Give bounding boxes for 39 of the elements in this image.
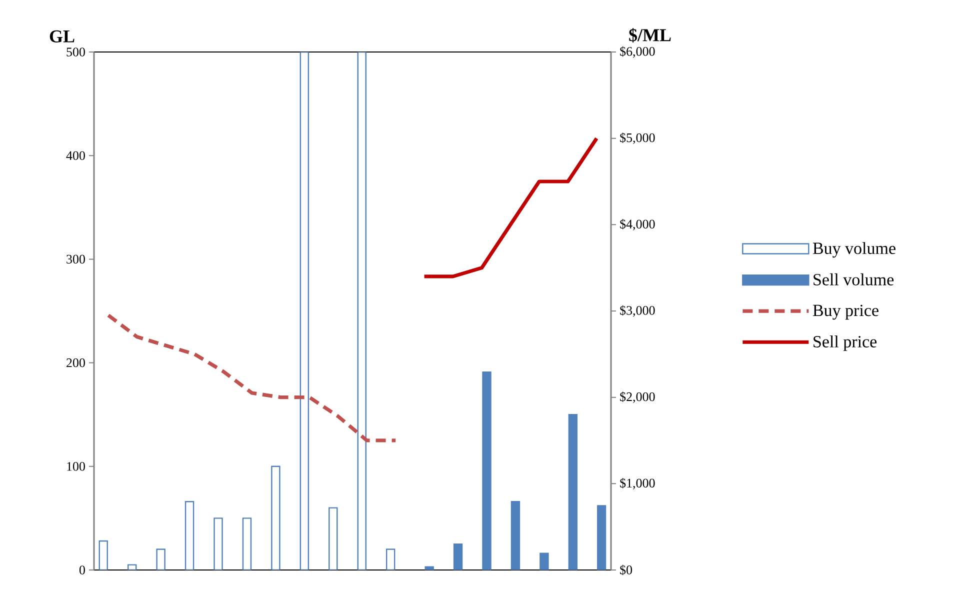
y-tick-label: 500	[66, 48, 85, 56]
y-tick-label: 300	[66, 254, 85, 264]
bar	[424, 566, 434, 570]
y2-tick-label: $6,000	[620, 46, 655, 58]
bar	[540, 552, 549, 570]
bar	[300, 52, 310, 570]
legend-label: Buy volume	[812, 242, 896, 258]
y2-tick-label: $5,000	[620, 132, 655, 144]
legend-label: Buy price	[812, 304, 878, 320]
bar	[214, 518, 223, 570]
legend-label: Sell volume	[814, 273, 894, 286]
y2-axis-title: $/ML	[629, 28, 671, 42]
bar	[482, 372, 492, 570]
line-series	[422, 136, 598, 278]
bar	[271, 466, 280, 570]
bar	[98, 540, 108, 570]
bar	[386, 548, 396, 570]
y2-tick-label: $3,000	[620, 305, 655, 317]
y2-tick-label: $4,000	[620, 218, 655, 230]
bar	[568, 414, 578, 570]
bar	[597, 505, 606, 570]
y-tick-label: 200	[66, 358, 85, 368]
bar	[328, 507, 338, 570]
y2-tick-label: $2,000	[620, 392, 655, 404]
bar	[357, 52, 366, 570]
bar	[242, 518, 252, 570]
y2-tick-label: $1,000	[620, 478, 655, 490]
line-series	[106, 314, 398, 442]
bar	[510, 501, 520, 570]
y2-tick-label: $0	[620, 564, 632, 576]
bar	[453, 543, 463, 570]
bar	[127, 564, 137, 570]
y-tick-label: 0	[79, 566, 85, 574]
y-axis-title: GL	[50, 30, 74, 42]
legend-label: Sell price	[814, 335, 877, 351]
bar	[156, 548, 166, 570]
bar	[184, 501, 194, 570]
y-tick-label: 400	[66, 151, 85, 160]
y-tick-label: 100	[67, 462, 85, 471]
